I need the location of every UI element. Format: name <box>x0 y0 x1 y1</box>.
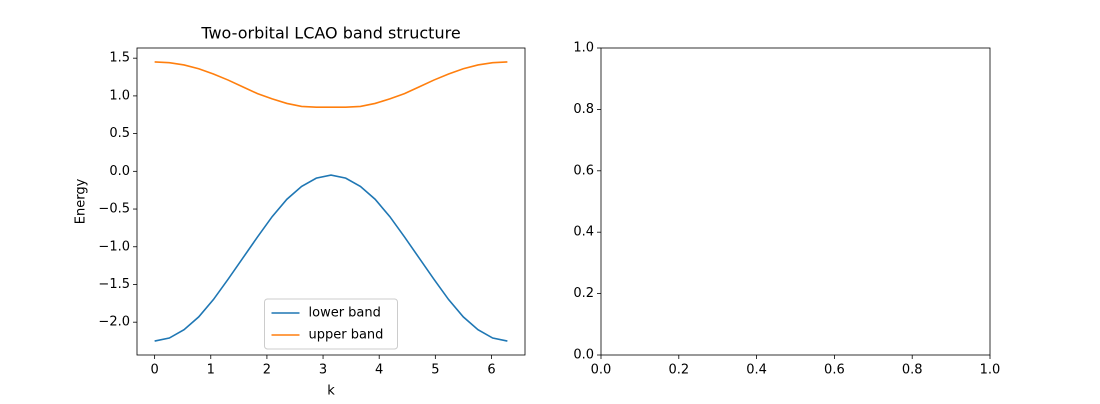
x-tick-label: 0.8 <box>902 363 923 378</box>
line-series <box>154 174 508 342</box>
y-tick-label: 1.5 <box>109 51 130 66</box>
y-tick-label: −2.0 <box>98 315 130 330</box>
x-tick-label: 1.0 <box>980 363 1001 378</box>
x-tick-label: 3 <box>319 363 327 378</box>
x-tick-label: 0 <box>150 363 158 378</box>
y-tick-label: 1.0 <box>109 88 130 103</box>
legend-label: upper band <box>309 328 384 343</box>
y-axis-label: Energy <box>74 178 89 224</box>
y-tick-label: 0.8 <box>573 102 594 117</box>
axes-frame <box>600 47 991 356</box>
x-tick-label: 0.6 <box>824 363 845 378</box>
x-tick-label: 0.0 <box>591 363 612 378</box>
legend-box <box>264 298 398 350</box>
x-tick-label: 5 <box>431 363 439 378</box>
y-tick-label: 1.0 <box>573 41 594 56</box>
x-tick-label: 1 <box>207 363 215 378</box>
x-tick-label: 0.2 <box>668 363 689 378</box>
y-tick-label: −1.5 <box>98 277 130 292</box>
x-tick-label: 2 <box>263 363 271 378</box>
y-tick-label: 0.4 <box>573 225 594 240</box>
y-tick-label: 0.0 <box>573 348 594 363</box>
x-tick-label: 0.4 <box>746 363 767 378</box>
y-tick-label: 0.2 <box>573 286 594 301</box>
axes-frame <box>136 47 526 356</box>
y-tick-label: 0.6 <box>573 163 594 178</box>
legend-label: lower band <box>309 306 381 321</box>
y-tick-label: 0.5 <box>109 126 130 141</box>
x-axis-label: k <box>327 384 335 399</box>
line-series <box>154 61 508 109</box>
x-tick-label: 4 <box>375 363 383 378</box>
x-tick-label: 6 <box>487 363 495 378</box>
y-tick-label: −0.5 <box>98 202 130 217</box>
y-tick-label: 0.0 <box>109 164 130 179</box>
chart-title: Two-orbital LCAO band structure <box>200 24 460 43</box>
y-tick-label: −1.0 <box>98 239 130 254</box>
